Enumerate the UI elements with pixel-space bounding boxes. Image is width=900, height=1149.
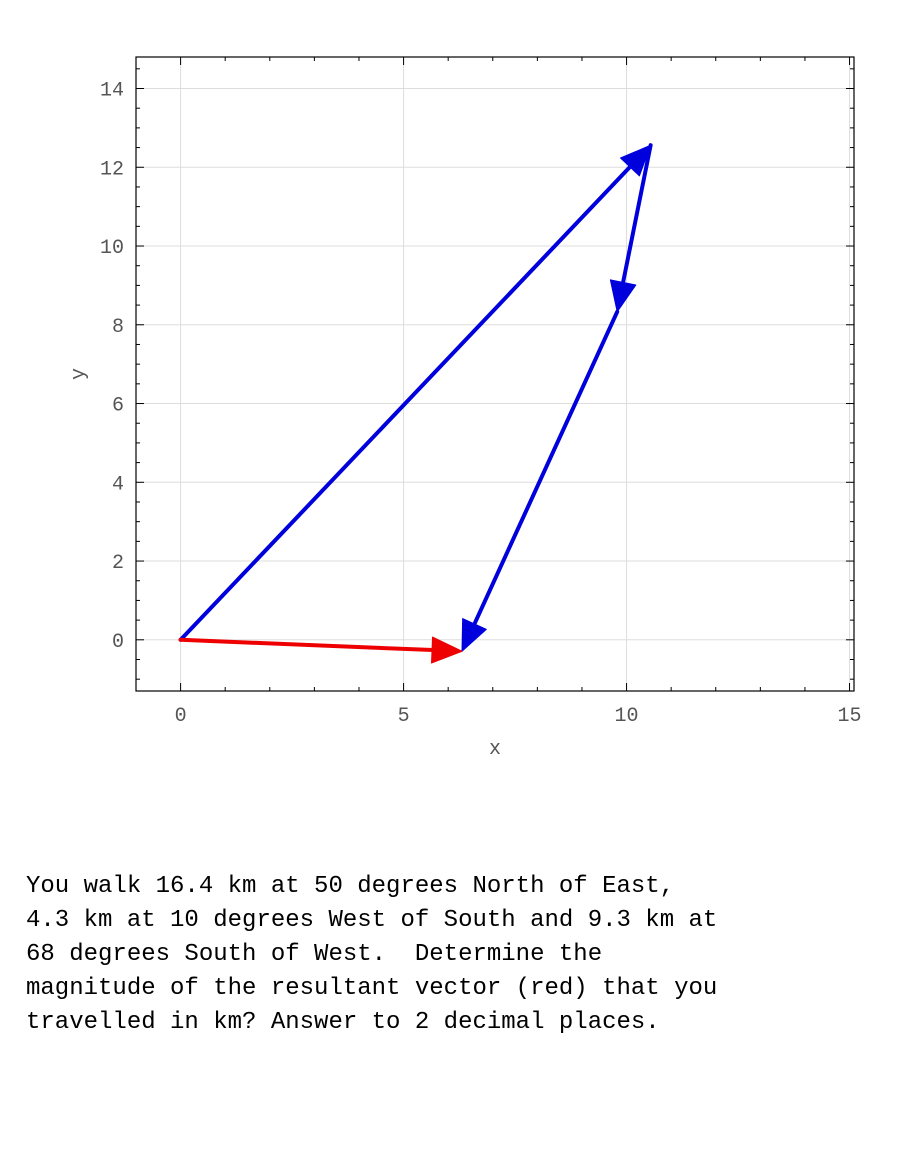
vector-shaft — [470, 309, 620, 630]
x-tick-label: 15 — [838, 705, 862, 728]
y-axis-label: y — [68, 368, 91, 380]
vector-arrow — [609, 143, 653, 313]
vector-shaft — [620, 143, 653, 289]
y-tick-label: 6 — [112, 395, 124, 418]
vector-arrowhead — [430, 636, 463, 664]
y-tick-label: 14 — [100, 80, 124, 103]
plot-frame — [135, 56, 855, 692]
x-tick-label: 5 — [398, 705, 410, 728]
vector-chart: 0 5 10 15 0 2 4 6 8 10 12 14 x y — [68, 56, 862, 761]
y-tick-label: 4 — [112, 473, 124, 496]
vector-shaft — [178, 162, 635, 642]
y-tick-label: 2 — [112, 552, 124, 575]
axis-ticks — [135, 57, 854, 691]
question-line: 4.3 km at 10 degrees West of South and 9… — [26, 907, 718, 934]
x-tick-label: 10 — [615, 705, 639, 728]
y-tick-label: 10 — [100, 237, 124, 260]
question-line: You walk 16.4 km at 50 degrees North of … — [26, 873, 675, 900]
x-tick-label: 0 — [175, 705, 187, 728]
vector-arrowhead — [461, 618, 487, 652]
vector-arrowhead — [609, 279, 637, 313]
vector-arrow — [461, 309, 620, 652]
y-tick-label: 0 — [112, 631, 124, 654]
y-tick-label: 8 — [112, 316, 124, 339]
vector-arrow — [178, 636, 463, 664]
vector-shaft — [178, 637, 439, 653]
vector-arrowhead — [620, 144, 652, 177]
vectors — [178, 143, 653, 664]
y-tick-label: 12 — [100, 158, 124, 181]
question-line: 68 degrees South of West. Determine the — [26, 941, 603, 968]
question-text: You walk 16.4 km at 50 degrees North of … — [26, 870, 886, 1040]
question-line: travelled in km? Answer to 2 decimal pla… — [26, 1009, 660, 1036]
grid — [136, 57, 854, 691]
vector-arrow — [178, 144, 652, 642]
x-axis-label: x — [489, 738, 501, 761]
question-line: magnitude of the resultant vector (red) … — [26, 975, 718, 1002]
tick-labels: 0 5 10 15 0 2 4 6 8 10 12 14 — [100, 80, 862, 728]
